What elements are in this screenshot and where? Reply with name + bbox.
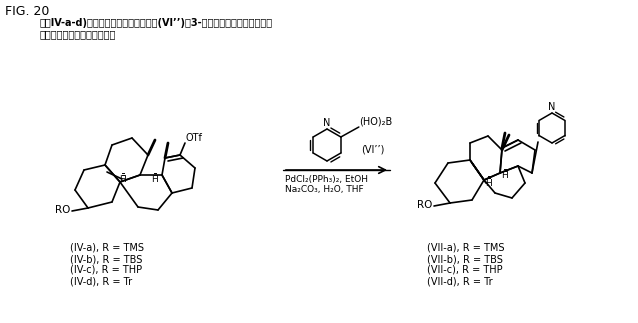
Text: OTf: OTf	[186, 133, 203, 143]
Text: (IV-c), R = THP: (IV-c), R = THP	[70, 265, 142, 275]
Text: Na₂CO₃, H₂O, THF: Na₂CO₃, H₂O, THF	[285, 185, 364, 194]
Text: H: H	[152, 175, 158, 184]
Text: H: H	[501, 172, 508, 181]
Text: N: N	[323, 118, 330, 128]
Text: (IV-a), R = TMS: (IV-a), R = TMS	[70, 243, 144, 253]
Text: N: N	[548, 102, 556, 112]
Text: カップリングの合成スキーム: カップリングの合成スキーム	[40, 29, 116, 39]
Text: H: H	[120, 175, 126, 184]
Text: 式（IV-a-d)のビニルトリフレートの式(VI’’)の3-ピリジルボロン酸との鈴木: 式（IV-a-d)のビニルトリフレートの式(VI’’)の3-ピリジルボロン酸との…	[40, 18, 273, 28]
Text: (VI’’): (VI’’)	[361, 145, 384, 155]
Text: (IV-b), R = TBS: (IV-b), R = TBS	[70, 254, 142, 264]
Text: (HO)₂B: (HO)₂B	[359, 116, 392, 126]
Text: (VII-c), R = THP: (VII-c), R = THP	[427, 265, 503, 275]
Text: (VII-b), R = TBS: (VII-b), R = TBS	[427, 254, 503, 264]
Text: H: H	[486, 179, 493, 187]
Text: (VII-d), R = Tr: (VII-d), R = Tr	[427, 276, 493, 286]
Text: FIG. 20: FIG. 20	[5, 5, 49, 18]
Text: (IV-d), R = Tr: (IV-d), R = Tr	[70, 276, 132, 286]
Text: PdCl₂(PPh₃)₂, EtOH: PdCl₂(PPh₃)₂, EtOH	[285, 175, 368, 184]
Text: (VII-a), R = TMS: (VII-a), R = TMS	[427, 243, 505, 253]
Text: RO: RO	[417, 200, 432, 210]
Text: RO: RO	[55, 205, 70, 215]
